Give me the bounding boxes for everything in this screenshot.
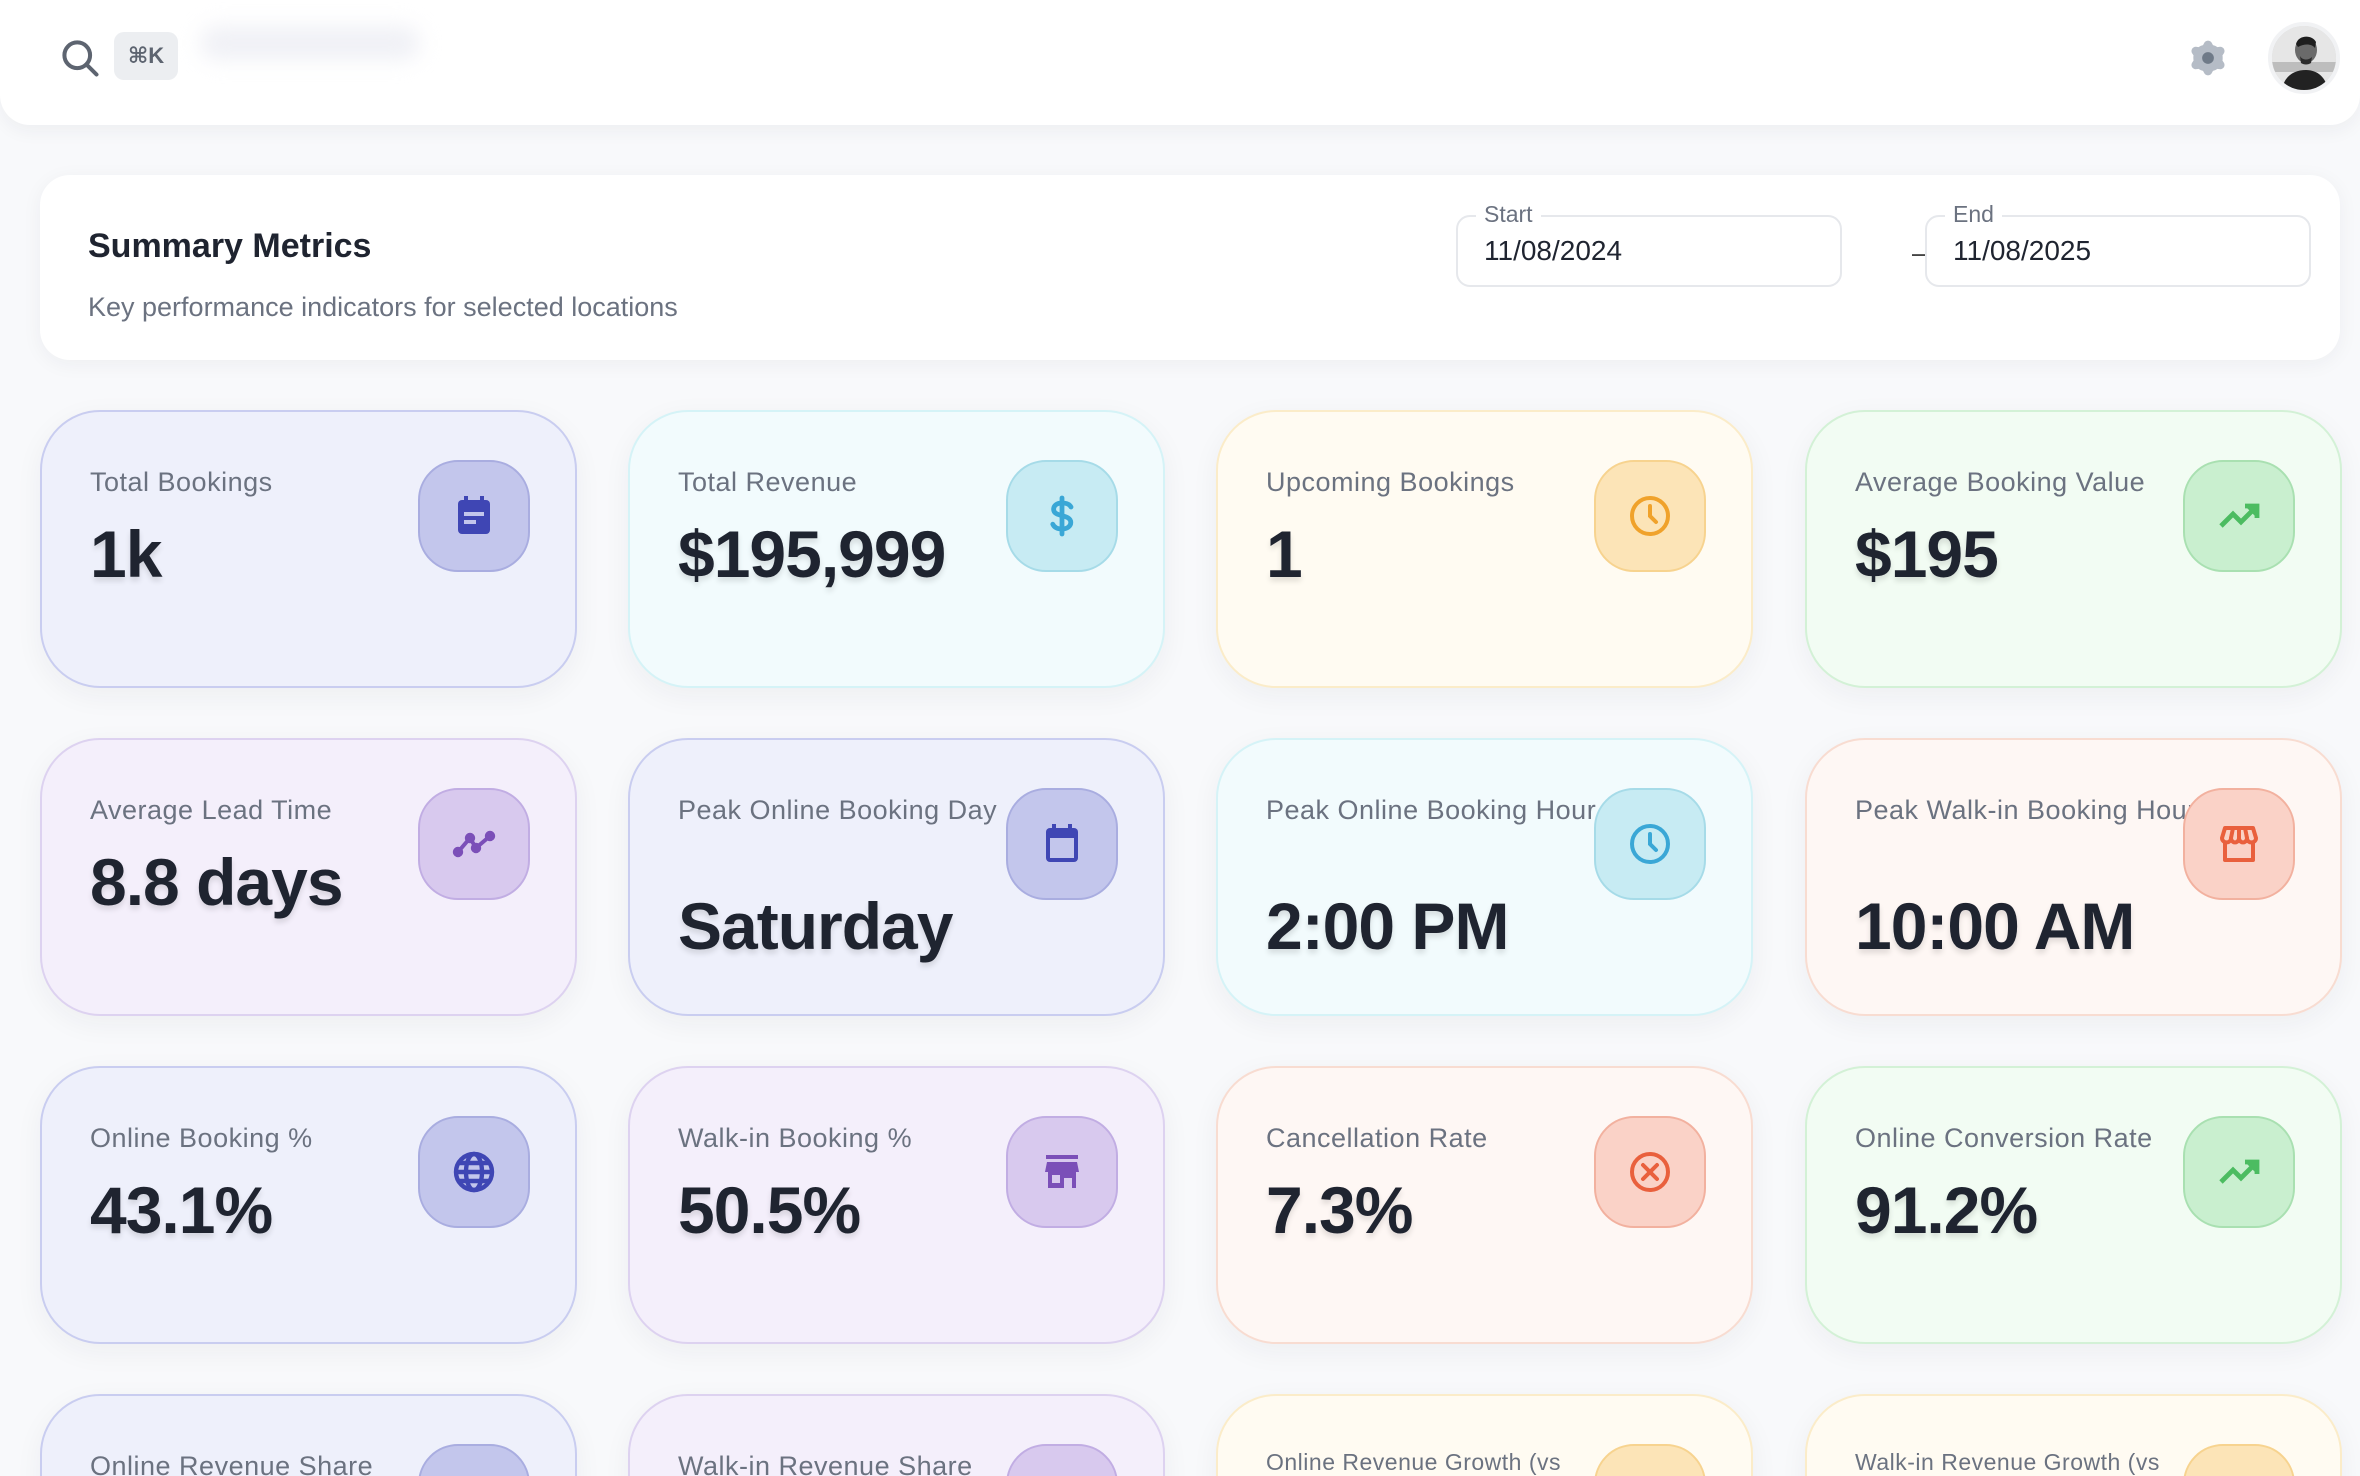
metric-card-average-lead-time[interactable]: Average Lead Time 8.8 days [40,738,577,1016]
calendar-icon [458,496,490,534]
metric-card-peak-walk-in-booking-hour[interactable]: Peak Walk-in Booking Hour 10:00 AM [1805,738,2342,1016]
metric-value: 7.3% [1266,1173,1413,1247]
metric-title: Online Revenue Growth (vs [1266,1449,1562,1475]
metric-icon-box [2183,460,2295,572]
store-icon [1045,1155,1079,1188]
metric-card-peak-online-booking-day[interactable]: Peak Online Booking Day Saturday [628,738,1165,1016]
summary-metrics-panel: Summary Metrics Key performance indicato… [40,175,2340,360]
avatar[interactable] [2268,22,2340,94]
metric-title: Total Bookings [90,467,273,497]
metric-icon-box [1006,1444,1118,1476]
metric-title: Cancellation Rate [1266,1123,1488,1153]
metric-card-average-booking-value[interactable]: Average Booking Value $195 [1805,410,2342,688]
metric-card-walk-in-revenue-share[interactable]: Walk-in Revenue Share [628,1394,1165,1476]
cancel-circle-icon [1630,1152,1670,1192]
metric-card-peak-online-booking-hour[interactable]: Peak Online Booking Hour 2:00 PM [1216,738,1753,1016]
metric-title: Upcoming Bookings [1266,467,1515,497]
date-range-separator: – [1912,237,1928,268]
search-placeholder-blur [200,26,420,60]
metric-title: Peak Online Booking Day [678,795,998,825]
metric-card-online-revenue-share[interactable]: Online Revenue Share [40,1394,577,1476]
metric-icon-box [1006,460,1118,572]
metric-card-total-bookings[interactable]: Total Bookings 1k [40,410,577,688]
start-date-label: Start [1476,201,1541,228]
metric-title: Walk-in Revenue Growth (vs [1855,1449,2160,1475]
metric-title: Walk-in Booking % [678,1123,913,1153]
metric-icon-box [1006,788,1118,900]
metric-title: Average Lead Time [90,795,333,825]
metric-value: $195,999 [678,517,946,591]
metric-card-online-conversion-rate[interactable]: Online Conversion Rate 91.2% [1805,1066,2342,1344]
metric-icon-box [418,1116,530,1228]
dollar-icon [1050,495,1074,537]
search-icon [62,40,99,77]
trending-up-icon [2219,1159,2260,1184]
metric-card-walk-in-revenue-growth[interactable]: Walk-in Revenue Growth (vs [1805,1394,2342,1476]
page-title: Summary Metrics [88,227,372,265]
metric-value: 2:00 PM [1266,889,1509,963]
metric-icon-box [418,788,530,900]
metric-value: $195 [1855,517,1999,591]
metric-value: 10:00 AM [1855,889,2135,963]
metric-value: 43.1% [90,1173,273,1247]
storefront-icon [2220,826,2258,862]
metric-icon-box [418,1444,530,1476]
metric-card-online-booking-percent[interactable]: Online Booking % 43.1% [40,1066,577,1344]
metric-icon-box [2183,1116,2295,1228]
metric-card-online-revenue-growth[interactable]: Online Revenue Growth (vs [1216,1394,1753,1476]
calendar-icon [1046,824,1078,862]
start-date-field[interactable]: Start 11/08/2024 [1456,201,1842,287]
metric-title: Total Revenue [678,467,858,497]
metric-icon-box [1594,1116,1706,1228]
end-date-value[interactable]: 11/08/2025 [1953,235,2092,266]
user-avatar-image [2272,26,2336,90]
gear-icon [2191,40,2225,76]
settings-button[interactable] [2186,36,2230,80]
metric-icon-box [1594,788,1706,900]
metric-value: 8.8 days [90,845,344,919]
metric-card-walk-in-booking-percent[interactable]: Walk-in Booking % 50.5% [628,1066,1165,1344]
metric-value: 1k [90,517,162,591]
metric-card-total-revenue[interactable]: Total Revenue $195,999 [628,410,1165,688]
search-button[interactable] [58,36,102,80]
metric-title: Peak Walk-in Booking Hour [1855,795,2197,825]
metric-icon-box [2183,788,2295,900]
line-chart-icon [452,830,496,858]
metric-value: 91.2% [1855,1173,2038,1247]
metric-value: 50.5% [678,1173,861,1247]
start-date-value[interactable]: 11/08/2024 [1484,235,1623,266]
end-date-label: End [1945,201,2002,228]
metric-icon-box [418,460,530,572]
metric-title: Walk-in Revenue Share [678,1451,973,1476]
end-date-field[interactable]: End 11/08/2025 [1925,201,2311,287]
metric-title: Peak Online Booking Hour [1266,795,1597,825]
top-bar: ⌘K [0,0,2360,125]
metric-value: 1 [1266,517,1303,591]
page-subtitle: Key performance indicators for selected … [88,292,678,322]
shortcut-badge[interactable]: ⌘K [114,32,178,80]
metric-icon-box [1006,1116,1118,1228]
metric-value: Saturday [678,889,953,963]
metric-title: Average Booking Value [1855,467,2146,497]
metric-title: Online Revenue Share [90,1451,374,1476]
trending-up-icon [2219,503,2260,528]
metric-icon-box [1594,460,1706,572]
metric-title: Online Conversion Rate [1855,1123,2153,1153]
globe-icon [453,1151,495,1193]
metric-card-upcoming-bookings[interactable]: Upcoming Bookings 1 [1216,410,1753,688]
metric-card-cancellation-rate[interactable]: Cancellation Rate 7.3% [1216,1066,1753,1344]
clock-icon [1630,496,1670,536]
metric-title: Online Booking % [90,1123,313,1153]
clock-icon [1630,824,1670,864]
